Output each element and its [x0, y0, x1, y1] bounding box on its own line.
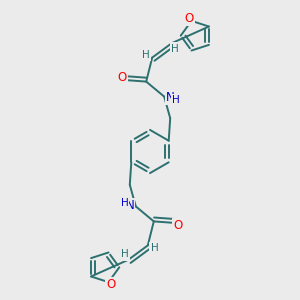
- Text: H: H: [121, 198, 128, 208]
- Text: O: O: [173, 219, 182, 232]
- Text: O: O: [106, 278, 116, 291]
- Text: H: H: [151, 243, 158, 253]
- Text: H: H: [122, 249, 129, 260]
- Text: O: O: [184, 12, 194, 25]
- Text: H: H: [171, 44, 178, 54]
- Text: O: O: [118, 71, 127, 84]
- Text: N: N: [166, 91, 175, 104]
- Text: H: H: [172, 95, 179, 105]
- Text: H: H: [142, 50, 149, 60]
- Text: N: N: [125, 199, 134, 212]
